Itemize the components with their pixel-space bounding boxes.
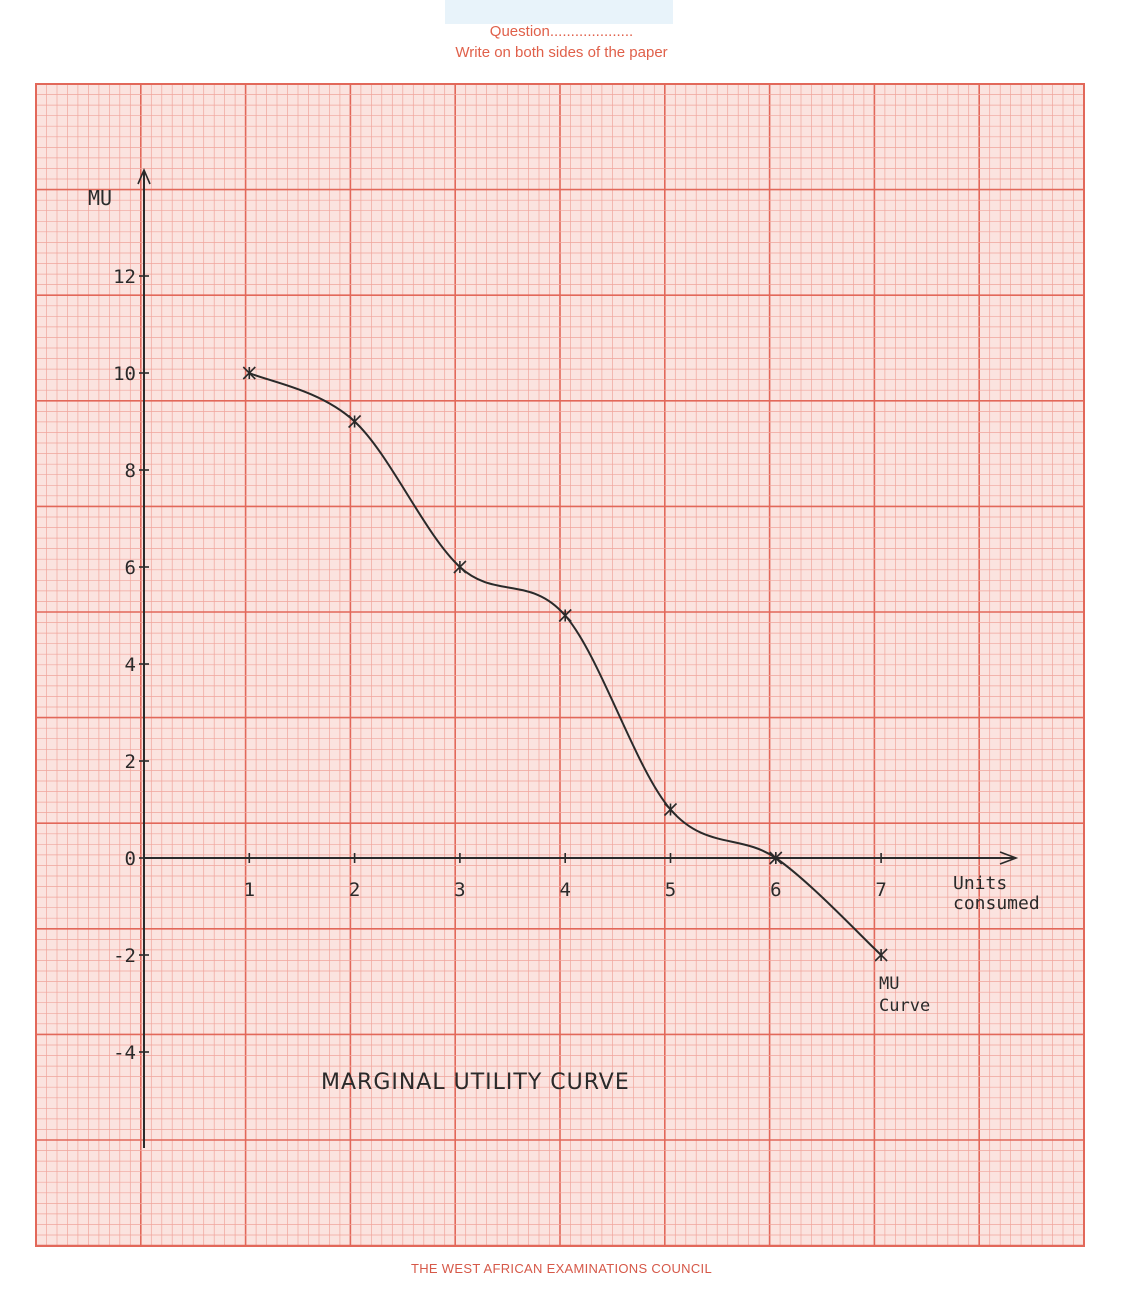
grid [35,83,1085,1247]
x-tick-label: 1 [244,879,255,901]
y-tick-label: -4 [113,1042,136,1064]
y-tick-label: 4 [125,654,136,676]
y-axis-label: MU [88,186,112,210]
grid-border [35,83,1085,1247]
data-markers [242,366,888,962]
y-tick-label: 0 [125,848,136,870]
x-tick-label: 3 [454,879,465,901]
curve-label-line2: Curve [879,996,930,1016]
instruction-text: Write on both sides of the paper [455,44,668,61]
y-tick-label: 10 [113,363,136,385]
x-axis-label-line2: consumed [953,893,1040,914]
data-point-marker [242,366,256,380]
chart-title: MARGINAL UTILITY CURVE [321,1070,630,1095]
y-tick-label: 12 [113,266,136,288]
data-point-marker [663,802,678,817]
header-tab [445,0,673,24]
data-point-marker [874,948,888,962]
y-tick-label: 6 [125,557,136,579]
data-point-marker [453,560,467,574]
footer-text: THE WEST AFRICAN EXAMINATIONS COUNCIL [411,1261,712,1276]
x-axis-label-line1: Units [953,873,1007,894]
x-tick-label: 2 [349,879,360,901]
y-tick-label: 8 [125,460,136,482]
x-tick-label: 4 [559,879,570,901]
y-ticks: 12 10 8 6 4 2 0 -2 -4 [113,266,149,1064]
question-label: Question.................... [489,23,634,40]
x-tick-label: 6 [770,879,781,901]
y-tick-label: -2 [113,945,136,967]
data-point-marker [558,608,572,623]
data-point-marker [769,851,783,865]
data-point-marker [348,414,362,429]
y-tick-label: 2 [125,751,136,773]
x-tick-label: 7 [875,879,886,901]
y-axis-arrow [137,167,151,185]
curve-label-line1: MU [879,974,899,994]
x-axis-arrow [999,851,1019,865]
x-tick-label: 5 [665,879,676,901]
axes [137,167,1019,1148]
